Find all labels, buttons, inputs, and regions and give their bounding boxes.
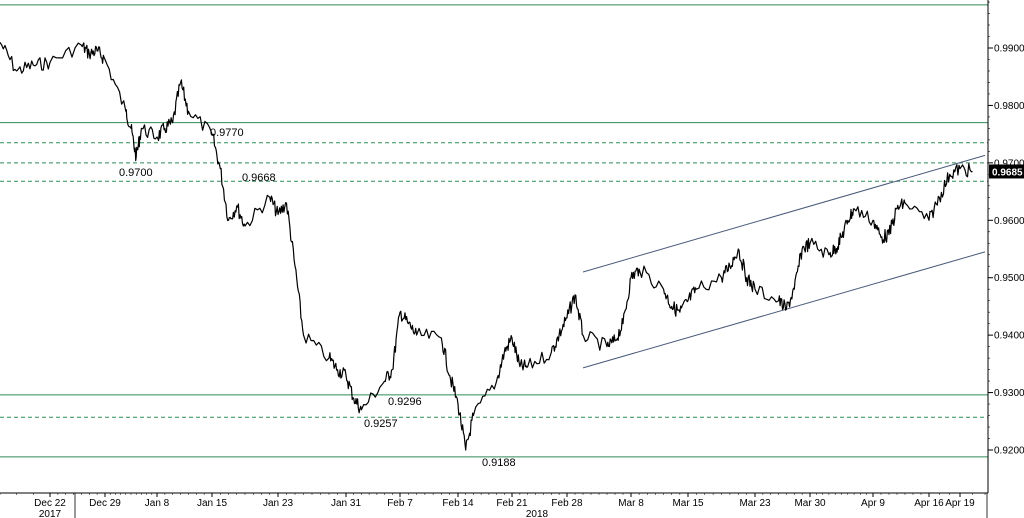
x-tick-label: Mar 15 bbox=[672, 498, 704, 509]
x-tick-label: Feb 14 bbox=[442, 498, 474, 509]
x-tick-label: Feb 7 bbox=[387, 498, 413, 509]
y-tick-label: 0.9700 bbox=[994, 158, 1024, 169]
year-label: 2017 bbox=[39, 509, 62, 518]
x-tick-label: Apr 9 bbox=[861, 498, 885, 509]
y-tick-label: 0.9300 bbox=[994, 388, 1024, 399]
x-tick-label: Mar 23 bbox=[739, 498, 771, 509]
annotation-label: 0.9770 bbox=[210, 127, 244, 139]
annotation-label: 0.9700 bbox=[119, 167, 153, 179]
price-line bbox=[0, 41, 973, 451]
x-tick-label: Jan 15 bbox=[197, 498, 227, 509]
x-tick-label: Apr 16 bbox=[914, 498, 944, 509]
last-value-badge bbox=[989, 164, 1024, 179]
y-tick-label: 0.9400 bbox=[994, 331, 1024, 342]
x-tick-label: Jan 23 bbox=[263, 498, 293, 509]
price-annotations: 0.9770 0.9700 0.9668 0.9296 0.9257 0.9188 bbox=[119, 127, 516, 469]
x-tick-label: Mar 8 bbox=[618, 498, 644, 509]
x-tick-label: Dec 22 bbox=[34, 498, 66, 509]
x-tick-label: Feb 28 bbox=[551, 498, 583, 509]
y-tick-label: 0.9600 bbox=[994, 216, 1024, 227]
year-label: 2018 bbox=[526, 509, 549, 518]
x-tick-label: Dec 29 bbox=[89, 498, 121, 509]
y-tick-label: 0.9800 bbox=[994, 101, 1024, 112]
x-tick-label: Mar 30 bbox=[794, 498, 826, 509]
annotation-label: 0.9257 bbox=[364, 418, 398, 430]
annotation-label: 0.9188 bbox=[482, 457, 516, 469]
x-tick-label: Feb 21 bbox=[496, 498, 528, 509]
trend-channel bbox=[582, 154, 986, 369]
y-tick-label: 0.9200 bbox=[994, 446, 1024, 457]
x-tick-label: Apr 19 bbox=[945, 498, 975, 509]
horizontal-levels bbox=[0, 4, 988, 458]
annotation-label: 0.9668 bbox=[242, 172, 276, 184]
channel-lower-line bbox=[582, 251, 986, 369]
x-tick-label: Jan 31 bbox=[331, 498, 361, 509]
annotation-label: 0.9296 bbox=[388, 396, 422, 408]
y-tick-label: 0.9500 bbox=[994, 273, 1024, 284]
y-tick-label: 0.9900 bbox=[994, 44, 1024, 55]
x-tick-label: Jan 8 bbox=[145, 498, 170, 509]
last-value-label: 0.9685 bbox=[992, 167, 1023, 178]
price-series bbox=[0, 41, 973, 451]
channel-upper-line bbox=[582, 154, 986, 273]
